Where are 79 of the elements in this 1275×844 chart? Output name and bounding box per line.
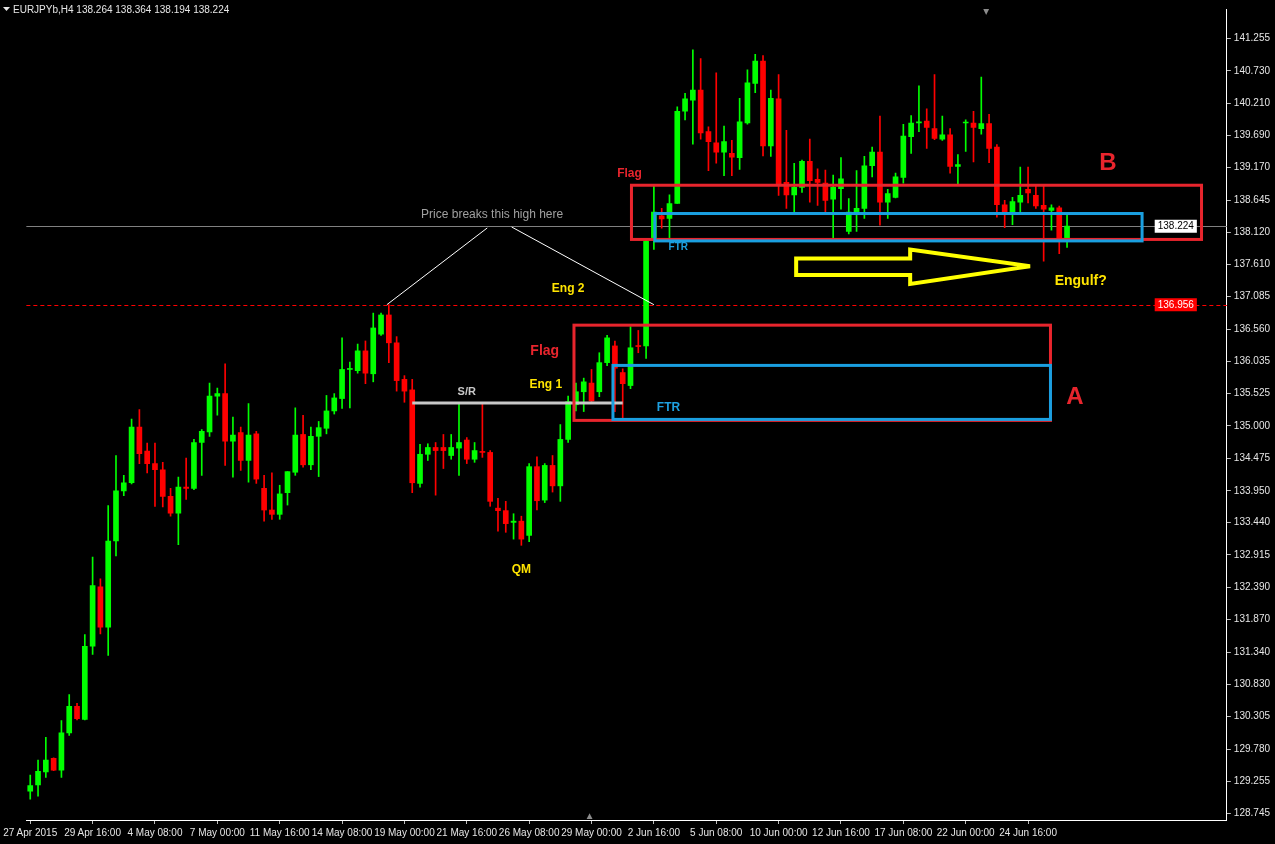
y-tick-label: 138.120 bbox=[1233, 226, 1271, 238]
candlestick bbox=[456, 403, 462, 476]
x-tick-label: 29 May 00:00 bbox=[561, 826, 623, 838]
ref-line-label: 136.956 bbox=[1157, 298, 1195, 310]
x-tick-label: 12 Jun 16:00 bbox=[812, 826, 871, 838]
y-tick-label: 136.035 bbox=[1233, 355, 1271, 367]
annotation: S/R bbox=[457, 384, 477, 397]
y-tick-label: 134.475 bbox=[1233, 452, 1271, 464]
y-tick-label: 132.915 bbox=[1233, 548, 1271, 560]
candlestick bbox=[791, 162, 798, 213]
candlestick bbox=[916, 85, 922, 132]
y-tick-label: 141.255 bbox=[1233, 32, 1271, 44]
annotation: FTR bbox=[656, 399, 681, 414]
candlestick bbox=[939, 115, 946, 141]
annotation: Eng 1 bbox=[529, 377, 563, 392]
x-tick-label: 21 May 16:00 bbox=[436, 826, 498, 838]
y-tick-label: 136.560 bbox=[1233, 322, 1271, 334]
y-tick-label: 139.170 bbox=[1233, 161, 1271, 173]
y-tick-label: 129.780 bbox=[1233, 742, 1271, 754]
candlestick bbox=[198, 429, 205, 476]
x-tick-label: 26 May 08:00 bbox=[498, 826, 560, 838]
y-tick-label: 131.870 bbox=[1233, 613, 1271, 625]
candlestick bbox=[27, 774, 34, 800]
candlestick bbox=[923, 108, 930, 149]
ref-line-label: 138.224 bbox=[1157, 220, 1195, 232]
annotation: Price breaks this high here bbox=[421, 207, 564, 222]
x-tick-label: 2 Jun 16:00 bbox=[627, 826, 681, 838]
y-tick-label: 140.730 bbox=[1233, 64, 1271, 76]
y-tick-label: 130.305 bbox=[1233, 710, 1271, 722]
x-tick-label: 17 Jun 08:00 bbox=[874, 826, 933, 838]
candlestick bbox=[183, 457, 189, 500]
x-tick-label: 27 Apr 2015 bbox=[3, 826, 58, 838]
candlestick bbox=[721, 125, 727, 176]
x-tick-label: 10 Jun 00:00 bbox=[749, 826, 808, 838]
candlestick bbox=[1025, 166, 1031, 204]
candlestick bbox=[978, 76, 985, 135]
x-tick-label: 11 May 16:00 bbox=[249, 826, 311, 838]
annotation: B bbox=[1099, 147, 1117, 175]
candlestick bbox=[230, 416, 236, 478]
annotation: Flag bbox=[617, 166, 642, 181]
y-tick-label: 131.340 bbox=[1233, 646, 1271, 658]
annotation: Engulf? bbox=[1054, 271, 1107, 288]
y-tick-label: 139.690 bbox=[1233, 129, 1271, 141]
annotation: A bbox=[1066, 382, 1084, 410]
x-tick-label: 29 Apr 16:00 bbox=[64, 826, 122, 838]
x-tick-label: 22 Jun 00:00 bbox=[936, 826, 996, 838]
annotation: QM bbox=[511, 561, 532, 576]
annotation: Eng 2 bbox=[551, 281, 585, 296]
candlestick bbox=[495, 497, 501, 532]
candlestick bbox=[635, 330, 642, 354]
candlestick bbox=[347, 361, 353, 409]
candlestick bbox=[713, 72, 720, 164]
annotation: Flag bbox=[530, 341, 560, 358]
candlestick bbox=[955, 154, 961, 185]
annotation: FTR bbox=[668, 241, 689, 253]
x-tick-label: 14 May 08:00 bbox=[311, 826, 373, 838]
y-tick-label: 137.085 bbox=[1233, 290, 1271, 302]
y-tick-label: 129.255 bbox=[1233, 775, 1271, 787]
y-tick-label: 130.830 bbox=[1233, 677, 1271, 689]
y-tick-label: 137.610 bbox=[1233, 257, 1271, 269]
candlestick bbox=[152, 442, 158, 507]
chart-title: EURJPYb,H4 138.264 138.364 138.194 138.224 bbox=[13, 3, 230, 15]
x-tick-label: 19 May 00:00 bbox=[374, 826, 436, 838]
y-tick-label: 138.645 bbox=[1233, 193, 1271, 205]
candlestick bbox=[729, 140, 735, 176]
x-tick-label: 24 Jun 16:00 bbox=[999, 826, 1058, 838]
y-tick-label: 133.440 bbox=[1233, 516, 1271, 528]
y-tick-label: 128.745 bbox=[1233, 806, 1271, 818]
y-tick-label: 135.000 bbox=[1233, 419, 1271, 431]
y-tick-label: 132.390 bbox=[1233, 581, 1271, 593]
x-tick-label: 4 May 08:00 bbox=[127, 826, 183, 838]
y-tick-label: 133.950 bbox=[1233, 484, 1271, 496]
y-tick-label: 135.525 bbox=[1233, 387, 1271, 399]
candlestick bbox=[315, 421, 322, 477]
candlestick bbox=[690, 49, 696, 145]
y-tick-label: 140.210 bbox=[1233, 96, 1271, 108]
x-tick-label: 7 May 00:00 bbox=[189, 826, 246, 838]
candlestick bbox=[269, 472, 275, 520]
x-tick-label: 5 Jun 08:00 bbox=[690, 826, 743, 838]
